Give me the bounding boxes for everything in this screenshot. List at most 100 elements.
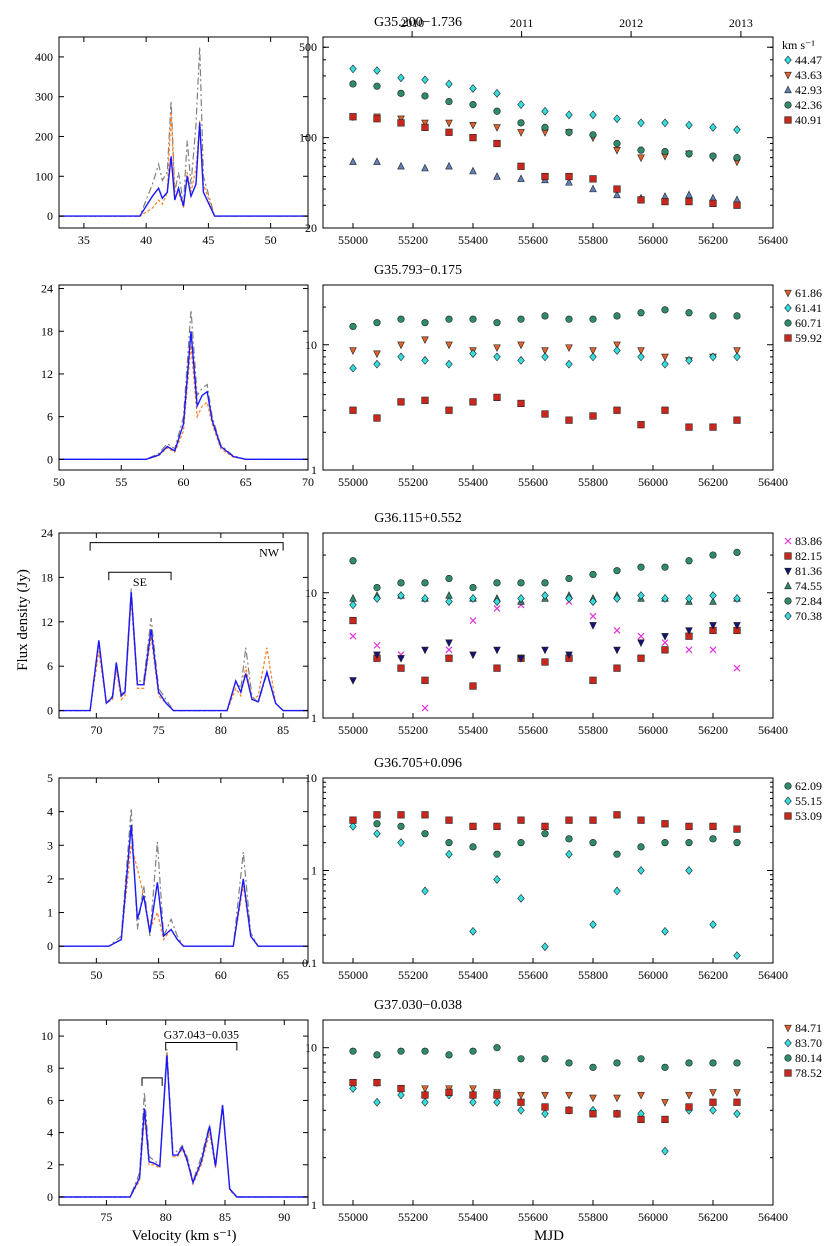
data-point: [349, 347, 357, 355]
y-tick-label: 24: [41, 526, 53, 540]
data-point: [709, 423, 717, 431]
data-point: [685, 822, 693, 830]
y-tick-label: 0: [47, 209, 53, 223]
legend-label: 44.47: [795, 53, 822, 67]
data-point: [493, 1097, 501, 1107]
timeseries-panel: 55000 55200 55400 55600 55800 56000 56200 56400…: [305, 284, 822, 489]
data-point: [349, 113, 357, 121]
data-point: [685, 646, 693, 654]
data-point: [685, 594, 693, 603]
data-point: [589, 1063, 597, 1071]
data-point: [493, 1044, 501, 1052]
data-point: [541, 822, 549, 830]
data-point: [493, 352, 501, 362]
y-tick-label: 20: [305, 221, 317, 235]
data-point: [733, 201, 741, 209]
data-point: [637, 843, 645, 851]
data-point: [397, 161, 405, 170]
x-tick-label: 50: [53, 475, 65, 489]
data-point: [373, 350, 381, 359]
x-tick-label: 56000: [638, 233, 668, 247]
x-tick-label: 80: [215, 723, 227, 737]
data-point: [421, 1047, 429, 1055]
data-point: [397, 664, 405, 672]
data-point: [637, 639, 645, 648]
data-point: [565, 594, 573, 603]
data-point: [637, 421, 645, 429]
x-tick-label: 55000: [338, 233, 368, 247]
data-point: [445, 654, 453, 662]
data-point: [445, 341, 453, 350]
x-tick-label: 56000: [638, 475, 668, 489]
data-point: [613, 341, 621, 350]
spectrum-line-dashed: [59, 588, 308, 712]
data-point: [733, 825, 741, 833]
data-point: [784, 812, 792, 820]
data-point: [349, 1084, 357, 1093]
data-point: [661, 147, 669, 156]
plot-frame: [58, 1019, 309, 1206]
data-point: [733, 1098, 741, 1106]
x-tick-label: 60: [215, 968, 227, 982]
data-point: [469, 121, 477, 130]
spectrum-line-solid: [59, 592, 308, 712]
y-tick-label: 100: [35, 169, 53, 183]
data-point: [493, 393, 501, 401]
data-point: [349, 616, 357, 625]
data-point: [493, 1091, 501, 1099]
x-tick-label: 56200: [698, 968, 728, 982]
data-point: [733, 1109, 741, 1119]
legend-label: 78.52: [795, 1066, 822, 1080]
data-point: [397, 73, 405, 83]
data-point: [565, 344, 573, 353]
legend-label: 55.15: [795, 794, 822, 808]
data-point: [349, 600, 357, 610]
data-point: [613, 886, 621, 896]
data-point: [421, 830, 429, 838]
data-point: [661, 198, 669, 206]
legend-label: 59.92: [795, 331, 822, 345]
data-point: [589, 110, 597, 120]
data-point: [733, 622, 741, 630]
data-point: [421, 396, 429, 404]
x-tick-label: 90: [278, 1210, 290, 1224]
year-label: 2011: [510, 16, 534, 30]
data-point: [784, 1024, 792, 1033]
y-tick-label: 1: [47, 906, 53, 920]
data-point: [784, 71, 792, 80]
data-point: [421, 579, 429, 587]
data-point: [784, 1038, 792, 1048]
data-point: [517, 315, 525, 323]
data-point: [421, 75, 429, 85]
y-tick-label: 0: [47, 939, 53, 953]
data-point: [493, 875, 501, 884]
data-point: [709, 123, 717, 132]
data-point: [589, 920, 597, 929]
x-tick-label: 50: [265, 233, 277, 247]
data-point: [469, 651, 477, 660]
data-point: [661, 359, 669, 369]
x-tick-label: 55: [115, 475, 127, 489]
legend-label: 82.15: [795, 549, 822, 563]
data-point: [661, 926, 669, 936]
plot-frame: [322, 1019, 774, 1206]
annotation-label: SE: [133, 575, 147, 589]
data-point: [517, 1105, 525, 1115]
data-point: [445, 406, 453, 414]
data-point: [613, 1094, 621, 1103]
data-point: [373, 811, 381, 819]
data-point: [373, 82, 381, 90]
data-point: [565, 651, 573, 660]
data-point: [613, 811, 621, 819]
legend-unit: km s⁻¹: [782, 38, 815, 52]
data-point: [637, 563, 645, 571]
data-point: [661, 820, 669, 828]
data-point: [733, 125, 741, 135]
data-point: [565, 416, 573, 424]
y-tick-label: 1: [311, 864, 317, 878]
legend-label: 43.63: [795, 68, 822, 82]
data-point: [349, 677, 357, 685]
data-point: [613, 664, 621, 672]
